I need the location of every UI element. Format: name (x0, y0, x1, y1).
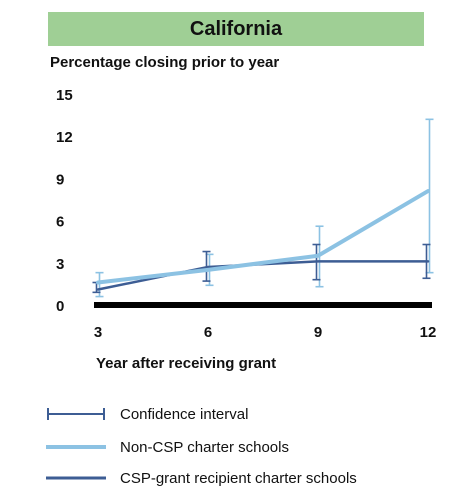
x-axis-label: Year after receiving grant (96, 355, 277, 372)
ci-marker-icon (47, 408, 105, 420)
legend-item-ci: Confidence interval (44, 404, 444, 424)
y-axis-label: Percentage closing prior to year (50, 54, 280, 71)
y-tick-label: 6 (56, 214, 64, 231)
legend-label-csp: CSP-grant recipient charter schools (120, 470, 357, 487)
y-tick-label: 0 (56, 298, 64, 315)
x-tick-label: 9 (314, 324, 322, 341)
chart-title-banner: California (48, 12, 424, 46)
legend-item-csp: CSP-grant recipient charter schools (44, 468, 444, 488)
y-tick-label: 3 (56, 256, 64, 273)
y-tick-label: 9 (56, 171, 64, 188)
series-line-non-csp (96, 189, 430, 285)
non-csp-line-icon (46, 445, 106, 449)
csp-line-icon (46, 476, 106, 480)
y-tick-label: 15 (56, 87, 73, 104)
y-tick-label: 12 (56, 129, 73, 146)
x-tick-label: 6 (204, 324, 212, 341)
x-tick-label: 12 (420, 324, 437, 341)
legend-item-non-csp: Non-CSP charter schools (44, 437, 444, 457)
line-chart: 0 3 6 9 12 15 3 6 9 12 (56, 87, 437, 341)
x-tick-label: 3 (94, 324, 102, 341)
chart-title: California (189, 17, 283, 40)
legend-label-non-csp: Non-CSP charter schools (120, 439, 289, 456)
legend-label-ci: Confidence interval (120, 406, 249, 423)
